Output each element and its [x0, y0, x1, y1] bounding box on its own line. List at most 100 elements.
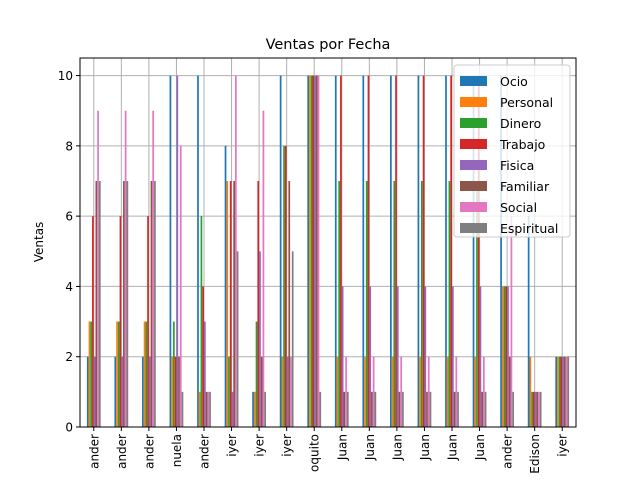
bar-trabajo-1	[119, 216, 122, 427]
x-tick-label: oquito	[308, 434, 322, 472]
bar-fisica-16	[534, 391, 537, 427]
bar-fisica-0	[93, 356, 96, 427]
bar-ocio-10	[362, 75, 365, 428]
bar-personal-17	[557, 356, 559, 427]
bar-dinero-9	[338, 181, 341, 427]
bar-social-1	[124, 110, 127, 427]
bar-trabajo-8	[312, 75, 315, 428]
bar-fisica-14	[479, 286, 482, 427]
bar-social-13	[455, 356, 458, 427]
bar-familiar-5	[233, 181, 235, 427]
bar-dinero-2	[145, 321, 148, 427]
x-tick-label: Juan	[446, 434, 460, 461]
bar-familiar-17	[563, 356, 566, 427]
bar-trabajo-9	[340, 75, 342, 428]
bar-dinero-10	[365, 181, 368, 427]
legend-label: Social	[500, 200, 537, 215]
bar-fisica-1	[121, 356, 124, 427]
x-tick-label: Juan	[335, 434, 349, 461]
x-tick-label: ander	[115, 434, 129, 469]
legend-label: Espiritual	[500, 221, 558, 236]
legend-label: Ocio	[500, 74, 528, 89]
bar-dinero-15	[503, 286, 506, 427]
bar-espiritual-14	[484, 391, 487, 427]
bar-personal-7	[281, 356, 284, 427]
x-tick-label: iyer	[280, 434, 294, 457]
bar-dinero-0	[90, 321, 93, 427]
bar-espiritual-13	[457, 391, 459, 427]
y-tick-label: 8	[65, 139, 73, 153]
y-axis-label: Ventas	[32, 222, 46, 263]
bar-espiritual-2	[154, 181, 156, 427]
bar-personal-3	[171, 356, 173, 427]
bar-trabajo-3	[174, 356, 177, 427]
bar-fisica-7	[286, 356, 289, 427]
x-tick-label: Juan	[390, 434, 404, 461]
bar-trabajo-11	[395, 75, 397, 428]
bar-espiritual-10	[374, 391, 377, 427]
plot-frame	[79, 57, 577, 428]
x-tick-label: nuela	[170, 434, 184, 467]
bar-trabajo-17	[560, 356, 563, 427]
bar-personal-2	[143, 321, 146, 427]
bar-espiritual-6	[264, 391, 266, 427]
bar-ocio-7	[279, 75, 282, 428]
bar-ocio-3	[169, 75, 172, 428]
x-tick-label: iyer	[225, 434, 239, 457]
x-tick-label: iyer	[253, 434, 267, 457]
bar-espiritual-16	[539, 391, 542, 427]
bar-espiritual-8	[319, 391, 322, 427]
bar-dinero-5	[228, 356, 230, 427]
legend-label: Personal	[500, 95, 553, 110]
bar-personal-13	[446, 356, 449, 427]
bar-dinero-11	[393, 181, 396, 427]
bar-social-6	[262, 110, 265, 427]
bar-espiritual-0	[98, 181, 101, 427]
bar-trabajo-16	[532, 391, 535, 427]
bar-familiar-14	[481, 391, 483, 427]
bar-espiritual-3	[181, 391, 184, 427]
bar-familiar-15	[508, 356, 511, 427]
x-tick-label: iyer	[556, 434, 570, 457]
bar-dinero-16	[531, 391, 533, 427]
bar-familiar-8	[315, 75, 318, 428]
bar-personal-10	[364, 356, 366, 427]
bar-familiar-4	[205, 391, 208, 427]
legend-box	[453, 64, 571, 238]
bar-ocio-11	[390, 75, 392, 428]
x-tick-label: ander	[501, 434, 515, 469]
legend-swatch	[460, 97, 487, 107]
bar-social-15	[510, 216, 513, 427]
x-tick-label: ander	[142, 434, 156, 469]
bar-social-7	[290, 356, 292, 427]
bar-espiritual-11	[402, 391, 404, 427]
bar-social-11	[400, 356, 403, 427]
bar-personal-4	[198, 391, 201, 427]
bar-dinero-7	[283, 145, 285, 427]
bar-trabajo-13	[450, 75, 452, 428]
bar-personal-6	[253, 391, 256, 427]
bar-personal-5	[226, 181, 229, 427]
bar-social-3	[179, 145, 182, 427]
bar-fisica-11	[396, 286, 399, 427]
bar-fisica-3	[176, 75, 179, 428]
bar-personal-8	[309, 75, 311, 428]
legend-swatch	[460, 223, 487, 233]
bar-espiritual-15	[512, 391, 514, 427]
legend-swatch	[460, 202, 487, 212]
bar-personal-14	[474, 356, 477, 427]
x-tick-label: Juan	[418, 434, 432, 461]
bar-ocio-2	[142, 356, 144, 427]
bar-fisica-4	[204, 321, 206, 427]
legend-swatch	[460, 139, 487, 149]
bar-dinero-4	[200, 216, 203, 427]
x-tick-label: Juan	[363, 434, 377, 461]
bar-dinero-12	[421, 181, 423, 427]
bar-familiar-10	[371, 391, 373, 427]
bar-trabajo-5	[229, 181, 232, 427]
x-tick-label: ander	[198, 434, 212, 469]
bar-social-9	[345, 356, 347, 427]
bar-personal-0	[88, 321, 91, 427]
bar-ocio-0	[86, 356, 89, 427]
bar-dinero-13	[448, 181, 451, 427]
